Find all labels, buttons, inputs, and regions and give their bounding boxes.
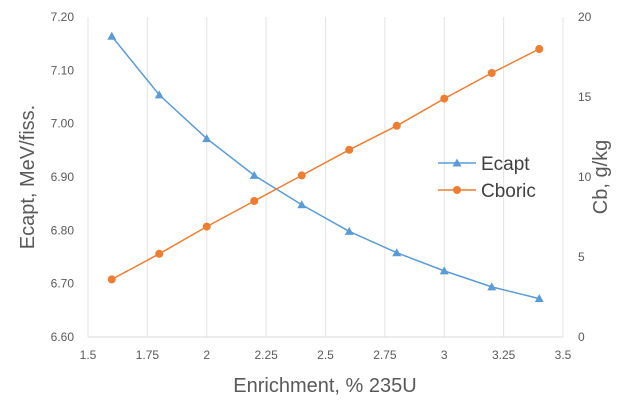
y-left-tick-label: 7.00 xyxy=(51,117,75,131)
series-cboric-point xyxy=(107,275,116,284)
grid xyxy=(87,17,564,337)
y-right-tick-label: 15 xyxy=(578,90,592,104)
x-tick-label: 2.75 xyxy=(373,348,397,362)
legend-item-cboric: Cboric xyxy=(438,181,536,202)
series xyxy=(107,31,544,303)
y-left-tick-label: 7.10 xyxy=(51,63,75,77)
series-cboric-line xyxy=(111,48,540,281)
x-tick-label: 3.5 xyxy=(555,348,572,362)
x-tick-label: 3.25 xyxy=(492,348,516,362)
series-ecapt-point xyxy=(439,266,449,275)
y-right-tick-label: 10 xyxy=(578,170,592,184)
series-ecapt-line xyxy=(111,35,540,300)
y-axis-left-title: Ecapt, MeV/fiss. xyxy=(17,105,39,250)
series-cboric xyxy=(107,45,544,284)
series-ecapt-point xyxy=(249,170,259,179)
series-ecapt-point xyxy=(392,248,402,257)
y-left-tick-label: 6.80 xyxy=(51,223,75,237)
x-axis-title: Enrichment, % 235U xyxy=(233,375,416,397)
series-cboric-point xyxy=(345,145,354,154)
series-ecapt-point xyxy=(297,200,307,209)
x-tick-label: 1.5 xyxy=(80,348,97,362)
y-left-tick-label: 7.20 xyxy=(51,10,75,24)
series-ecapt xyxy=(107,31,544,303)
x-tick-label: 2.25 xyxy=(254,348,278,362)
legend-cboric-label: Cboric xyxy=(481,181,536,202)
y-left-tick-label: 6.90 xyxy=(51,170,75,184)
series-cboric-point xyxy=(202,222,211,231)
series-ecapt-point xyxy=(107,31,117,40)
x-tick-label: 1.75 xyxy=(136,348,160,362)
y-right-tick-label: 20 xyxy=(578,10,592,24)
y-axis-right-title: Cb, g/kg xyxy=(590,140,612,214)
legend-ecapt-label: Ecapt xyxy=(481,154,530,175)
series-cboric-point xyxy=(392,121,401,130)
legend-cboric-marker xyxy=(453,186,461,194)
series-cboric-point xyxy=(535,45,544,53)
x-tick-label: 2.5 xyxy=(317,348,334,362)
series-cboric-point xyxy=(155,249,164,258)
x-tick-label: 2 xyxy=(203,348,210,362)
series-ecapt-point xyxy=(534,294,544,303)
legend-ecapt-marker xyxy=(452,158,462,167)
series-cboric-point xyxy=(487,69,496,77)
y-right-tick-label: 5 xyxy=(578,250,585,264)
series-cboric-point xyxy=(250,197,259,205)
series-ecapt-point xyxy=(344,226,354,235)
tick-labels: 1.5 1.75 2 2.25 2.5 2.75 3 3.25 3.5 6.60 6.70 6.80 6… xyxy=(51,10,592,362)
series-cboric-point xyxy=(297,171,306,180)
y-right-tick-label: 0 xyxy=(578,330,585,344)
y-left-tick-label: 6.70 xyxy=(51,277,75,291)
legend-item-ecapt: Ecapt xyxy=(438,154,530,175)
series-cboric-point xyxy=(440,94,449,103)
series-ecapt-point xyxy=(202,134,212,143)
legend: Ecapt Cboric xyxy=(438,154,536,202)
x-tick-label: 3 xyxy=(441,348,448,362)
y-left-tick-label: 6.60 xyxy=(51,330,75,344)
series-ecapt-point xyxy=(487,282,497,291)
series-ecapt-point xyxy=(154,90,164,99)
